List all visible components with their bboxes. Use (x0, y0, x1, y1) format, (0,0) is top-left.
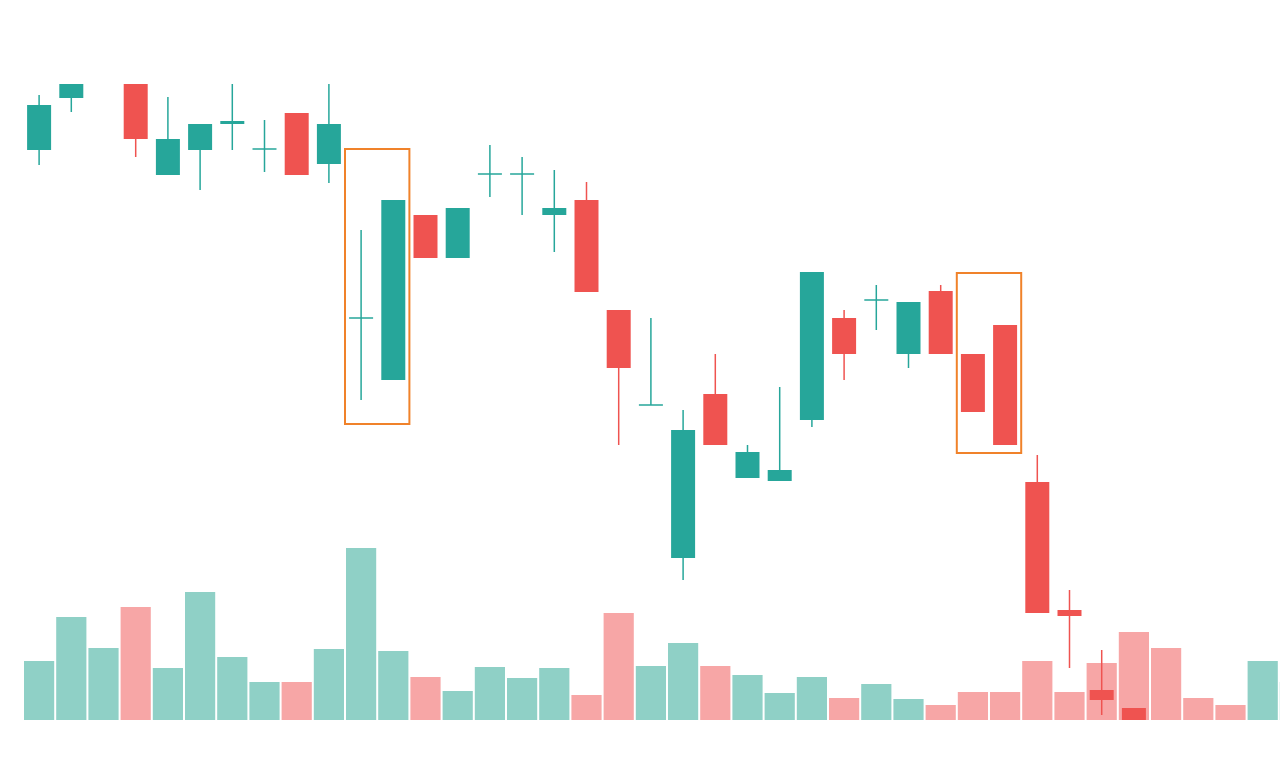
volume-bar (185, 592, 216, 720)
volume-bar (507, 678, 538, 720)
candle-body (123, 84, 148, 139)
volume-bar (861, 684, 892, 720)
volume-bar (88, 648, 119, 720)
volume-bar (603, 613, 634, 720)
candle-body (316, 124, 341, 164)
volume-bar (1247, 661, 1278, 720)
volume-bar (700, 666, 731, 720)
candle-body (671, 430, 696, 558)
volume-bar (249, 682, 280, 720)
volume-bar (474, 667, 505, 720)
volume-bar (1118, 632, 1149, 720)
candle-body (703, 394, 728, 445)
volume-bar (829, 698, 860, 720)
volume-bar (957, 692, 988, 720)
candle-body (542, 208, 567, 215)
volume-bar (1183, 698, 1214, 720)
candle-body (574, 200, 599, 292)
candle-body (832, 318, 857, 354)
candle-body (735, 452, 760, 478)
candle-body (27, 105, 52, 150)
volume-bar (635, 666, 666, 720)
candle-body (1089, 690, 1114, 700)
candle-body (413, 215, 438, 258)
candle-body (993, 325, 1018, 445)
candle-body (896, 302, 921, 354)
candle-body (1121, 708, 1146, 720)
highlight-box (955, 272, 1023, 454)
volume-bar (120, 607, 151, 720)
volume-bar (1054, 692, 1085, 720)
candle-body (445, 208, 470, 258)
candle-body (799, 272, 824, 420)
volume-bar (990, 692, 1021, 720)
candle-body (1057, 610, 1082, 616)
volume-bar (378, 651, 409, 720)
volume-bar (1215, 705, 1246, 720)
candle-body (155, 139, 180, 175)
candle-body (1025, 482, 1050, 613)
volume-bar (410, 677, 441, 720)
candle-body (220, 121, 245, 124)
volume-bar (346, 548, 377, 720)
volume-bar (313, 649, 344, 720)
volume-bar (925, 705, 956, 720)
volume-bar (56, 617, 87, 720)
volume-bar (571, 695, 602, 720)
volume-bar (539, 668, 570, 720)
volume-bar (217, 657, 248, 720)
candle-body (59, 84, 84, 98)
candle-body (188, 124, 213, 150)
volume-bar (1022, 661, 1053, 720)
volume-bar (732, 675, 763, 720)
volume-bar (152, 668, 183, 720)
volume-bar (668, 643, 699, 720)
candle-body (606, 310, 631, 368)
volume-bar (764, 693, 795, 720)
volume-bar (796, 677, 827, 720)
highlight-box (344, 148, 411, 425)
volume-bar (893, 699, 924, 720)
candle-body (284, 113, 309, 175)
volume-bar (442, 691, 473, 720)
candle-body (960, 354, 985, 412)
candle-body (767, 470, 792, 481)
volume-bar (24, 661, 55, 720)
candle-body (381, 200, 406, 380)
volume-bar (1151, 648, 1182, 720)
volume-bar (281, 682, 312, 720)
candle-body (928, 291, 953, 354)
